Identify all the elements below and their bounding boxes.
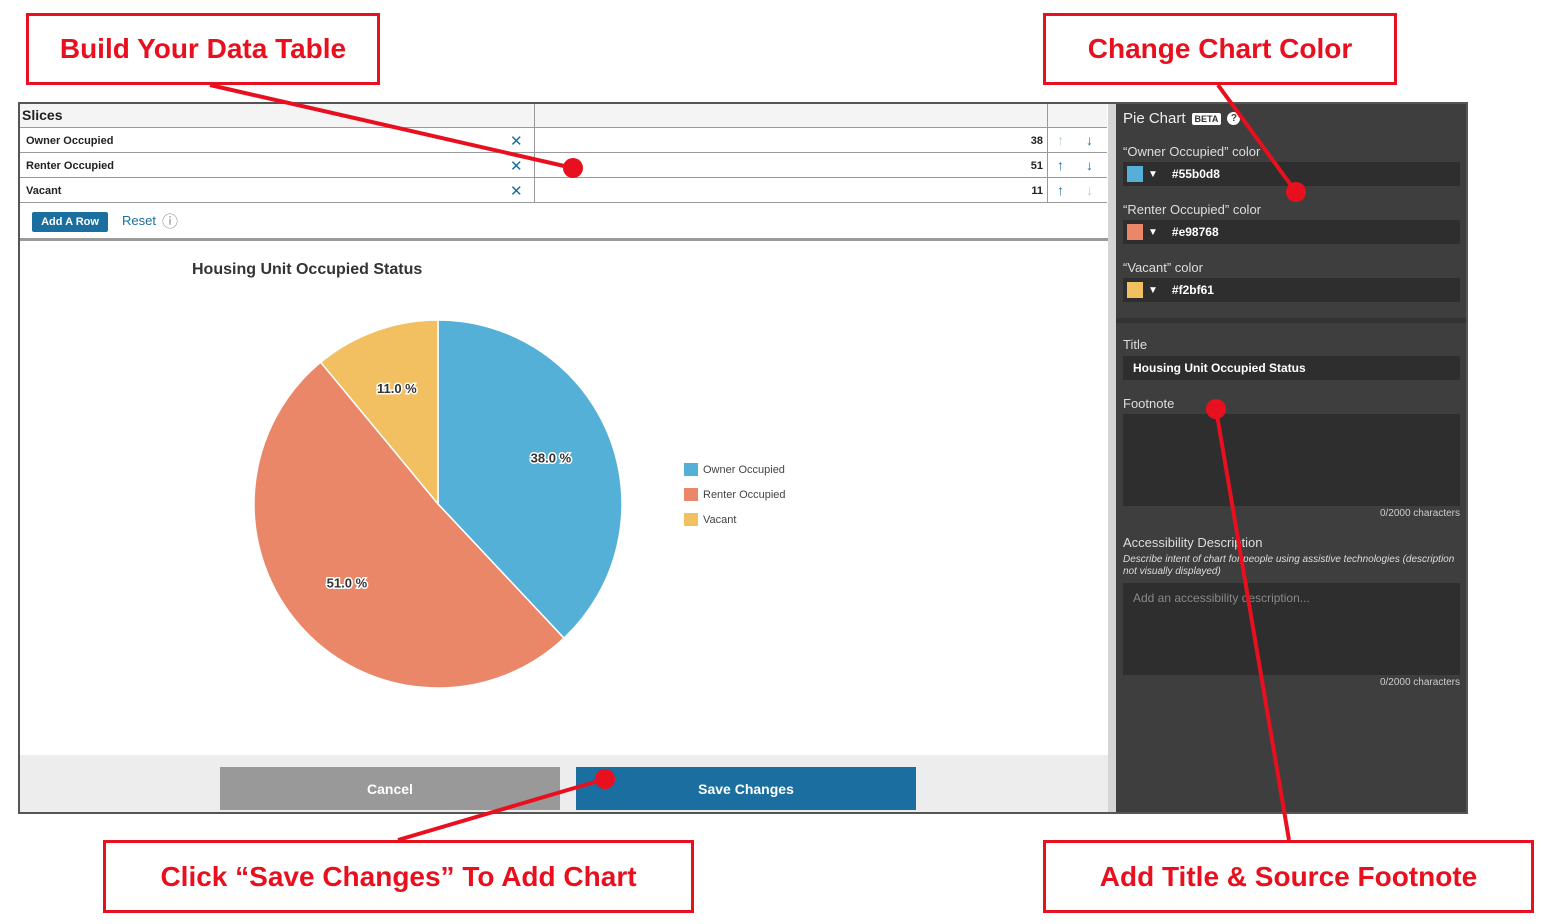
legend-swatch — [684, 463, 698, 476]
caret-down-icon[interactable]: ▼ — [1148, 168, 1158, 180]
callout-title-footnote: Add Title & Source Footnote — [1043, 840, 1534, 913]
legend-label: Renter Occupied — [703, 488, 786, 501]
color-label: “Vacant” color — [1123, 260, 1203, 275]
callout-build-data-table: Build Your Data Table — [26, 13, 380, 85]
pie-slice-renter-occupied — [253, 361, 566, 689]
chart-title: Housing Unit Occupied Status — [192, 261, 423, 278]
table-row[interactable]: Renter Occupied ✕ 51 ↑ ↓ — [20, 153, 1107, 178]
delete-row-icon[interactable]: ✕ — [510, 133, 523, 150]
callout-save-changes: Click “Save Changes” To Add Chart — [103, 840, 694, 913]
column-divider — [1047, 104, 1048, 203]
panel-title: Pie Chart — [1123, 110, 1186, 127]
slice-data-label: 11.0 % — [377, 381, 417, 396]
callout-change-chart-color: Change Chart Color — [1043, 13, 1397, 85]
color-picker[interactable]: ▼ #e98768 — [1123, 220, 1460, 244]
delete-row-icon[interactable]: ✕ — [510, 183, 523, 200]
legend-item: Renter Occupied — [684, 488, 786, 501]
move-up-icon[interactable]: ↑ — [1057, 157, 1064, 173]
footnote-label: Footnote — [1123, 396, 1175, 411]
row-label[interactable]: Owner Occupied — [26, 135, 114, 147]
color-picker[interactable]: ▼ #55b0d8 — [1123, 162, 1460, 186]
editor-footer: Cancel Save Changes — [20, 755, 1113, 812]
footnote-char-count: 0/2000 characters — [1379, 508, 1460, 519]
legend-swatch — [684, 488, 698, 501]
row-value[interactable]: 11 — [1031, 185, 1043, 197]
panel-header: Pie Chart BETA ? — [1123, 110, 1241, 127]
row-label[interactable]: Vacant — [26, 185, 62, 197]
move-up-icon[interactable]: ↑ — [1057, 132, 1064, 148]
row-value[interactable]: 51 — [1030, 160, 1043, 172]
reset-link[interactable]: Reset — [122, 213, 156, 228]
beta-badge: BETA — [1191, 112, 1222, 125]
row-value[interactable]: 38 — [1030, 135, 1043, 147]
help-icon[interactable]: ⓘ — [162, 214, 179, 231]
color-swatch[interactable] — [1127, 224, 1143, 240]
table-header: Slices — [20, 104, 1107, 128]
color-swatch[interactable] — [1127, 282, 1143, 298]
caret-down-icon[interactable]: ▼ — [1148, 226, 1158, 238]
caret-down-icon[interactable]: ▼ — [1148, 284, 1158, 296]
move-down-icon[interactable]: ↓ — [1086, 157, 1093, 173]
move-down-icon[interactable]: ↓ — [1086, 132, 1093, 148]
move-down-icon[interactable]: ↓ — [1086, 182, 1093, 198]
scrollbar[interactable] — [1108, 104, 1116, 812]
table-row[interactable]: Vacant ✕ 11 ↑ ↓ — [20, 178, 1107, 203]
slice-data-label: 38.0 % — [531, 451, 572, 466]
table-header-label: Slices — [22, 107, 63, 123]
accessibility-help-text: Describe intent of chart for people usin… — [1123, 554, 1455, 577]
title-label: Title — [1123, 337, 1148, 352]
accessibility-textarea[interactable]: Add an accessibility description... — [1123, 583, 1460, 675]
section-divider — [1116, 318, 1466, 323]
legend-label: Owner Occupied — [703, 463, 785, 476]
save-changes-button[interactable]: Save Changes — [576, 767, 916, 810]
table-row[interactable]: Owner Occupied ✕ 38 ↑ ↓ — [20, 128, 1107, 153]
color-hex-value[interactable]: #55b0d8 — [1171, 167, 1220, 181]
legend-swatch — [684, 513, 698, 526]
move-up-icon[interactable]: ↑ — [1057, 182, 1064, 198]
legend-label: Vacant — [703, 513, 737, 526]
accessibility-label: Accessibility Description — [1123, 535, 1263, 550]
color-hex-value[interactable]: #f2bf61 — [1171, 283, 1214, 297]
pie-chart: 38.0 % 51.0 % 11.0 % — [253, 319, 623, 689]
cancel-button[interactable]: Cancel — [220, 767, 560, 810]
legend-item: Owner Occupied — [684, 463, 785, 476]
slice-data-label: 51.0 % — [327, 576, 368, 591]
row-label[interactable]: Renter Occupied — [26, 160, 115, 172]
color-swatch[interactable] — [1127, 166, 1143, 182]
pie-slice-owner-occupied — [437, 319, 623, 640]
delete-row-icon[interactable]: ✕ — [510, 158, 523, 175]
color-label: “Owner Occupied” color — [1123, 144, 1261, 159]
accessibility-char-count: 0/2000 characters — [1379, 677, 1460, 688]
chart-preview: Housing Unit Occupied Status 38.0 % 51.0 … — [20, 241, 1113, 755]
column-divider — [534, 104, 535, 203]
footnote-textarea[interactable] — [1123, 414, 1460, 506]
chart-editor: Slices Owner Occupied ✕ 38 ↑ ↓ Renter Oc… — [18, 102, 1468, 814]
color-label: “Renter Occupied” color — [1123, 202, 1261, 217]
legend-item: Vacant — [684, 513, 736, 526]
info-icon[interactable]: ? — [1227, 112, 1241, 125]
color-hex-value[interactable]: #e98768 — [1171, 225, 1219, 239]
add-row-button[interactable]: Add A Row — [32, 212, 108, 232]
title-input[interactable]: Housing Unit Occupied Status — [1123, 356, 1460, 380]
data-table: Slices Owner Occupied ✕ 38 ↑ ↓ Renter Oc… — [20, 104, 1113, 238]
color-picker[interactable]: ▼ #f2bf61 — [1123, 278, 1460, 302]
settings-panel: Pie Chart BETA ? “Owner Occupied” color … — [1116, 104, 1466, 812]
pie-slice-vacant — [319, 319, 439, 507]
